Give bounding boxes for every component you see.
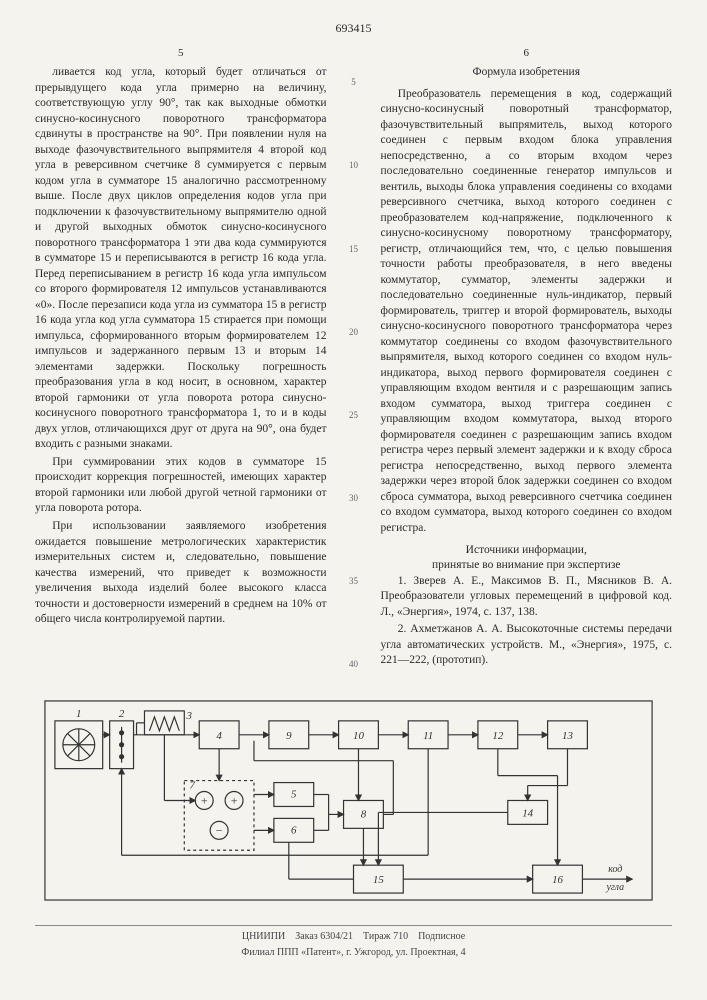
footer-tirage: Тираж 710 <box>363 931 408 942</box>
svg-text:−: − <box>216 823 223 837</box>
left-para-1: ливается код угла, который будет отличат… <box>35 65 327 453</box>
block-label: 16 <box>552 874 563 886</box>
line-marker: 30 <box>347 492 361 504</box>
left-column: 5 ливается код угла, который будет отлич… <box>35 46 327 670</box>
line-marker: 20 <box>347 326 361 338</box>
footer-sub: Подписное <box>418 931 465 942</box>
footer-line-2: Филиал ППП «Патент», г. Ужгород, ул. Про… <box>35 946 672 960</box>
block-label: 5 <box>291 788 297 800</box>
right-column: 6 Формула изобретения Преобразователь пе… <box>381 46 673 670</box>
right-col-number: 6 <box>381 46 673 61</box>
footer-line-1: ЦНИИПИ Заказ 6304/21 Тираж 710 Подписное <box>35 930 672 944</box>
block-label: 6 <box>291 824 297 836</box>
left-para-2: При суммировании этих кодов в сумматоре … <box>35 455 327 517</box>
line-marker: 40 <box>347 658 361 670</box>
svg-text:+: + <box>201 793 208 807</box>
block-label: 3 <box>186 709 193 721</box>
block-label: 9 <box>286 729 292 741</box>
block-label: 14 <box>522 807 533 819</box>
block-label: 7 <box>190 779 196 791</box>
left-para-3: При использовании заявляемого изобретени… <box>35 519 327 628</box>
footer-order: Заказ 6304/21 <box>295 931 353 942</box>
block-label: 1 <box>76 708 81 720</box>
line-marker: 10 <box>347 159 361 171</box>
line-marker: 5 <box>347 76 361 88</box>
block-label: 2 <box>119 708 125 720</box>
line-marker: 15 <box>347 243 361 255</box>
line-marker: 35 <box>347 575 361 587</box>
source-1: 1. Зверев А. Е., Максимов В. П., Мяснико… <box>381 574 673 621</box>
output-label-2: угла <box>605 882 624 893</box>
output-label: код <box>608 864 622 875</box>
block-label: 10 <box>353 729 364 741</box>
document-number: 693415 <box>35 20 672 36</box>
formula-title: Формула изобретения <box>381 65 673 81</box>
block-label: 13 <box>562 729 573 741</box>
block-label: 12 <box>492 729 503 741</box>
left-col-number: 5 <box>35 46 327 61</box>
block-label: 4 <box>216 729 222 741</box>
right-para-1: Преобразователь перемещения в код, содер… <box>381 87 673 537</box>
sources-title: Источники информации, принятые во вниман… <box>381 543 673 574</box>
block-label: 11 <box>423 729 433 741</box>
text-columns: 5 ливается код угла, который будет отлич… <box>35 46 672 670</box>
source-2: 2. Ахметжанов А. А. Высокоточные системы… <box>381 622 673 669</box>
svg-text:+: + <box>231 793 238 807</box>
block-label: 15 <box>373 874 384 886</box>
line-marker: 25 <box>347 409 361 421</box>
footer-org: ЦНИИПИ <box>242 931 285 942</box>
block-label: 8 <box>361 808 367 820</box>
footer: ЦНИИПИ Заказ 6304/21 Тираж 710 Подписное… <box>35 925 672 959</box>
block-diagram: + + − <box>35 691 672 910</box>
line-number-gutter: 5 10 15 20 25 30 35 40 <box>347 46 361 670</box>
